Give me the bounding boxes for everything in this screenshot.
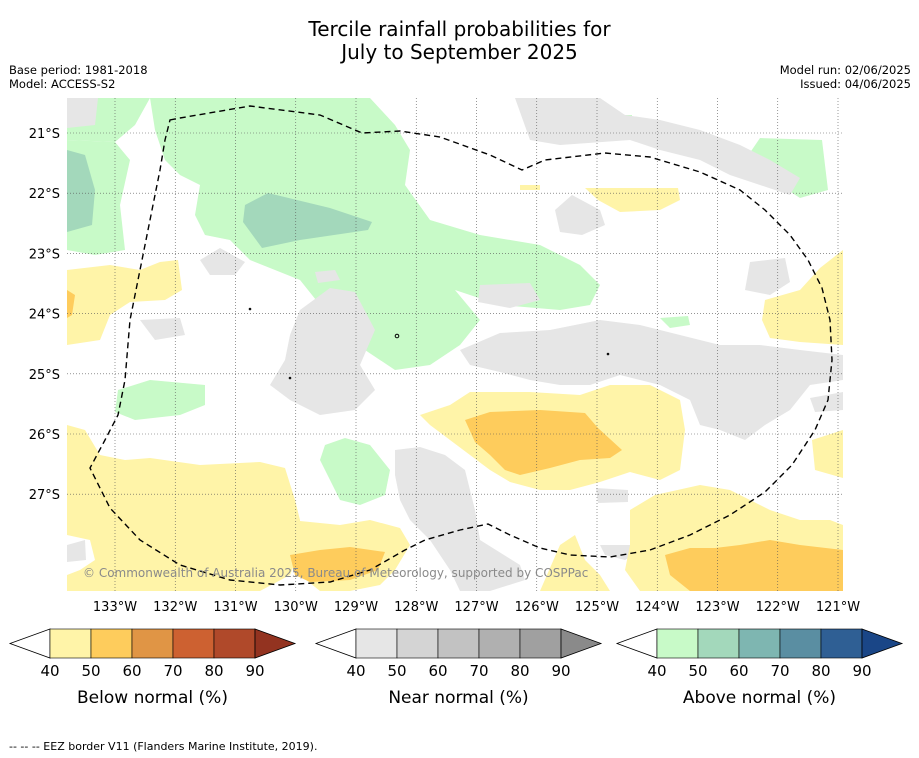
longitude-tick-label: 122°W bbox=[756, 600, 800, 615]
longitude-tick-label: 121°W bbox=[816, 600, 860, 615]
colorbar-segment bbox=[355, 628, 398, 659]
colorbar-title: Below normal (%) bbox=[77, 688, 228, 708]
longitude-tick-label: 126°W bbox=[515, 600, 559, 615]
longitude-tick-label: 125°W bbox=[575, 600, 619, 615]
latitude-labels: 21°S 22°S 23°S 24°S 25°S 26°S 27°S bbox=[29, 127, 60, 503]
colorbar-segment bbox=[131, 628, 174, 659]
colorbar-tick-label: 70 bbox=[770, 662, 789, 680]
colorbar-high-extend bbox=[254, 628, 297, 659]
colorbar-low-extend bbox=[8, 628, 51, 659]
longitude-tick-label: 129°W bbox=[334, 600, 378, 615]
colorbar-3: 40 50 60 70 80 90 Above normal (%) bbox=[615, 628, 904, 708]
map-title: Tercile rainfall probabilities for July … bbox=[0, 18, 919, 64]
above-normal-50-shading bbox=[67, 150, 372, 248]
longitude-labels: 133°W 132°W 131°W 130°W 129°W 128°W 127°W 126°W… bbox=[93, 600, 860, 615]
colorbar-segment bbox=[90, 628, 133, 659]
colorbar-tick-label: 80 bbox=[204, 662, 223, 680]
copyright-text: © Commonwealth of Australia 2025, Bureau… bbox=[83, 566, 588, 580]
longitude-tick-label: 130°W bbox=[274, 600, 318, 615]
legend-colorbars: 40 50 60 70 80 90 Below normal (%) 40 50 60 70 80 90… bbox=[8, 628, 904, 708]
colorbar-tick-label: 40 bbox=[346, 662, 365, 680]
colorbar-tick-label: 40 bbox=[40, 662, 59, 680]
colorbar-high-extend bbox=[560, 628, 603, 659]
colorbar-high-extend bbox=[861, 628, 904, 659]
colorbar-tick-label: 50 bbox=[81, 662, 100, 680]
latitude-tick-label: 25°S bbox=[29, 368, 60, 383]
latitude-tick-label: 22°S bbox=[29, 187, 60, 202]
colorbar-segment bbox=[656, 628, 699, 659]
colorbar-segment bbox=[49, 628, 92, 659]
colorbar-tick-label: 90 bbox=[852, 662, 871, 680]
colorbar-segment bbox=[213, 628, 256, 659]
colorbar-tick-label: 70 bbox=[469, 662, 488, 680]
latitude-tick-label: 21°S bbox=[29, 127, 60, 142]
colorbar-1: 40 50 60 70 80 90 Below normal (%) bbox=[8, 628, 297, 708]
colorbar-tick-label: 90 bbox=[245, 662, 264, 680]
colorbar-tick-label: 50 bbox=[387, 662, 406, 680]
map-figure: © Commonwealth of Australia 2025, Bureau… bbox=[8, 98, 904, 708]
title-line-2: July to September 2025 bbox=[341, 40, 578, 64]
colorbar-segment bbox=[738, 628, 781, 659]
colorbar-tick-label: 50 bbox=[688, 662, 707, 680]
colorbar-segment bbox=[519, 628, 562, 659]
longitude-tick-label: 124°W bbox=[635, 600, 679, 615]
colorbar-title: Near normal (%) bbox=[388, 688, 528, 708]
colorbar-segment bbox=[478, 628, 521, 659]
colorbar-title: Above normal (%) bbox=[683, 688, 836, 708]
longitude-tick-label: 127°W bbox=[454, 600, 498, 615]
colorbar-segment bbox=[396, 628, 439, 659]
title-line-1: Tercile rainfall probabilities for bbox=[308, 17, 611, 41]
colorbar-low-extend bbox=[615, 628, 658, 659]
longitude-tick-label: 123°W bbox=[695, 600, 739, 615]
colorbar-tick-label: 70 bbox=[163, 662, 182, 680]
colorbar-2: 40 50 60 70 80 90 Near normal (%) bbox=[314, 628, 603, 708]
model-label: Model: ACCESS-S2 bbox=[9, 77, 116, 91]
model-run-label: Model run: 02/06/2025 bbox=[779, 63, 911, 77]
colorbar-low-extend bbox=[314, 628, 357, 659]
near-normal-shading bbox=[67, 98, 843, 591]
longitude-tick-label: 133°W bbox=[93, 600, 137, 615]
longitude-tick-label: 132°W bbox=[153, 600, 197, 615]
colorbar-segment bbox=[437, 628, 480, 659]
colorbar-tick-label: 60 bbox=[729, 662, 748, 680]
colorbar-tick-label: 90 bbox=[551, 662, 570, 680]
latitude-tick-label: 24°S bbox=[29, 308, 60, 323]
colorbar-tick-label: 60 bbox=[428, 662, 447, 680]
colorbar-segment bbox=[697, 628, 740, 659]
issued-label: Issued: 04/06/2025 bbox=[800, 77, 911, 91]
colorbar-segment bbox=[779, 628, 822, 659]
colorbar-tick-label: 80 bbox=[811, 662, 830, 680]
colorbar-segment bbox=[820, 628, 863, 659]
base-period-label: Base period: 1981-2018 bbox=[9, 63, 148, 77]
eez-footnote: -- -- -- EEZ border V11 (Flanders Marine… bbox=[9, 740, 318, 753]
meta-right: Model run: 02/06/2025 Issued: 04/06/2025 bbox=[780, 63, 911, 91]
meta-left: Base period: 1981-2018 Model: ACCESS-S2 bbox=[9, 63, 148, 91]
graticule bbox=[67, 98, 843, 591]
map-plot-area: © Commonwealth of Australia 2025, Bureau… bbox=[67, 98, 843, 591]
island-markers bbox=[248, 307, 610, 380]
latitude-tick-label: 26°S bbox=[29, 428, 60, 443]
colorbar-tick-label: 80 bbox=[510, 662, 529, 680]
colorbar-segment bbox=[172, 628, 215, 659]
longitude-tick-label: 128°W bbox=[394, 600, 438, 615]
eez-border bbox=[89, 105, 833, 586]
colorbar-tick-label: 60 bbox=[122, 662, 141, 680]
latitude-tick-label: 23°S bbox=[29, 247, 60, 262]
colorbar-tick-label: 40 bbox=[647, 662, 666, 680]
longitude-tick-label: 131°W bbox=[213, 600, 257, 615]
latitude-tick-label: 27°S bbox=[29, 488, 60, 503]
